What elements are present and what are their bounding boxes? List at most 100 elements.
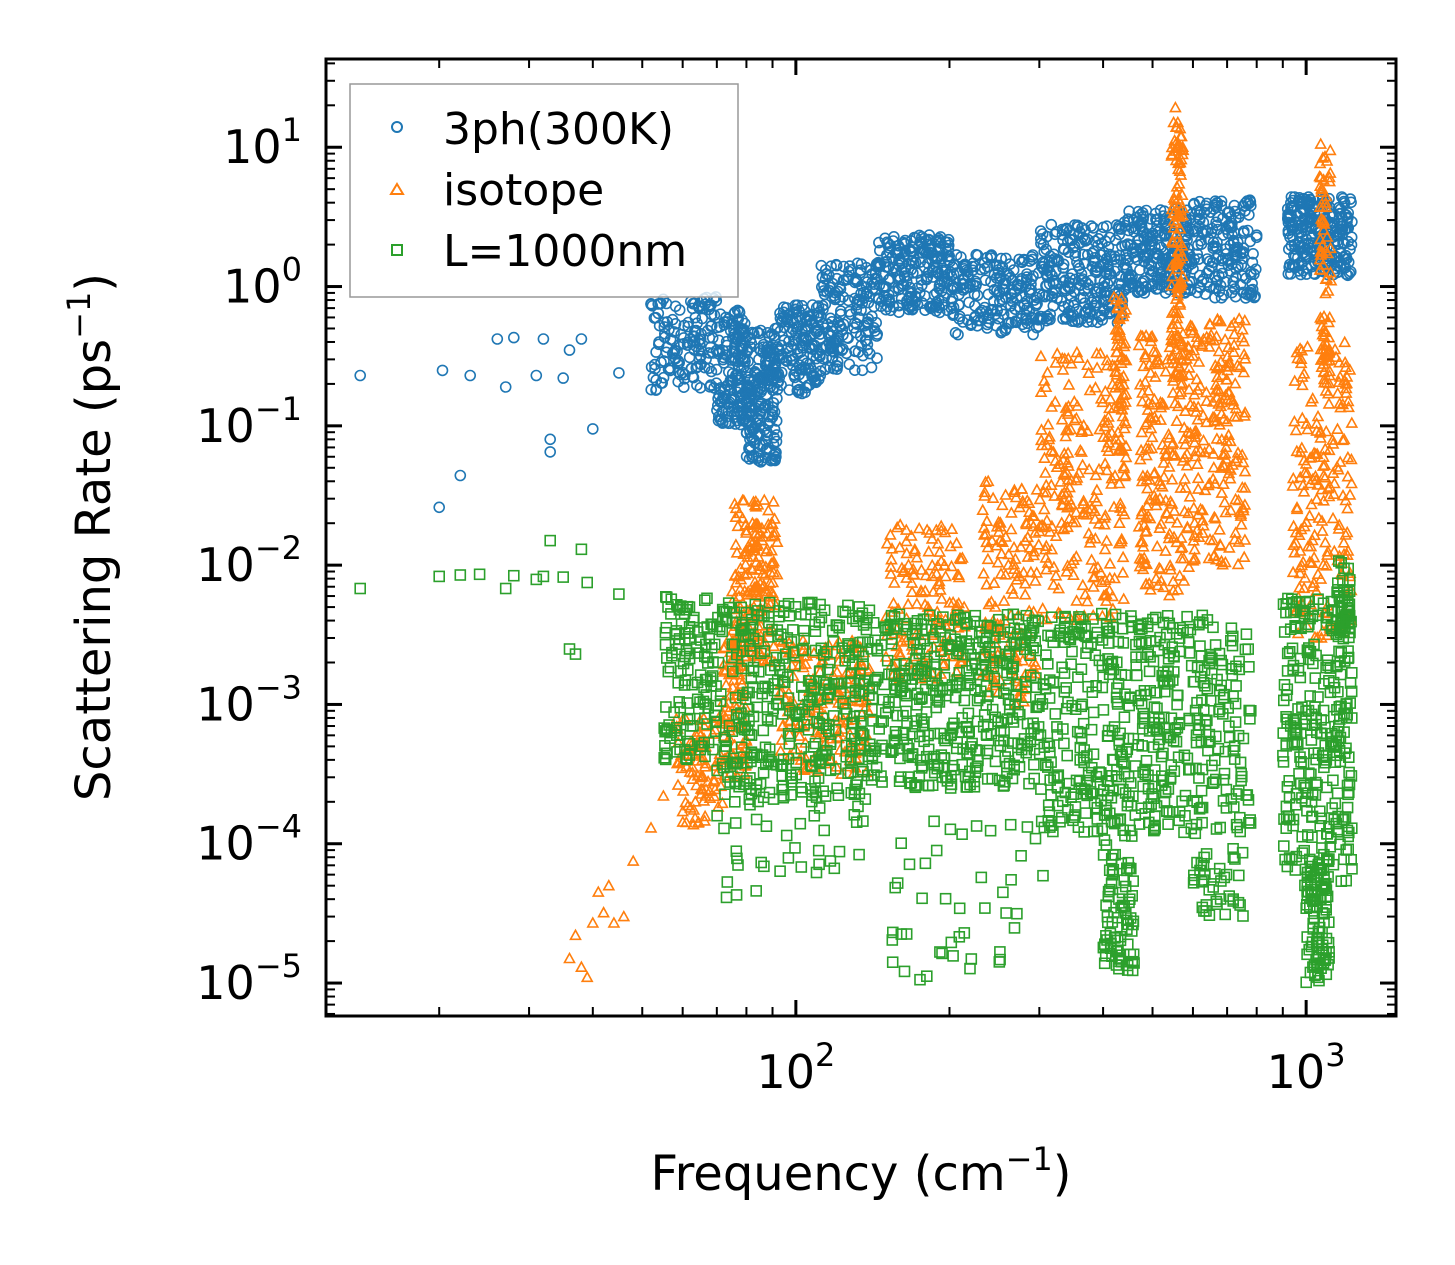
data-point: [1159, 287, 1172, 299]
data-point: [1318, 535, 1332, 548]
data-point: [880, 249, 893, 261]
data-point: [926, 779, 939, 792]
data-point: [825, 330, 838, 342]
data-point: [837, 329, 849, 341]
data-point: [799, 386, 811, 399]
data-point: [1085, 274, 1097, 287]
data-point: [1232, 211, 1245, 224]
data-point: [901, 597, 915, 610]
data-point: [1120, 282, 1132, 295]
data-point: [1235, 518, 1248, 530]
data-point: [1338, 335, 1352, 348]
data-point: [716, 796, 729, 809]
data-point: [679, 815, 693, 828]
data-point: [732, 359, 745, 372]
data-point: [1236, 252, 1248, 265]
data-point: [749, 500, 763, 512]
data-point: [985, 275, 997, 288]
data-point: [698, 809, 712, 822]
data-point: [691, 816, 705, 828]
data-point: [1230, 245, 1242, 258]
data-point: [772, 375, 784, 388]
data-point: [766, 517, 779, 530]
data-point: [950, 742, 963, 755]
data-point: [1094, 249, 1107, 261]
data-point: [912, 521, 926, 534]
data-point: [982, 597, 996, 610]
data-point: [887, 576, 901, 588]
data-point: [741, 588, 755, 600]
data-point: [977, 528, 991, 540]
data-point: [705, 365, 718, 378]
data-point: [818, 322, 831, 334]
data-point: [897, 236, 910, 249]
data-point: [1331, 422, 1344, 434]
data-point: [1103, 231, 1116, 244]
data-point: [1028, 574, 1042, 586]
data-point: [979, 527, 993, 539]
data-point: [770, 451, 782, 463]
data-point: [1234, 278, 1247, 291]
data-point: [613, 588, 625, 600]
data-point: [678, 372, 691, 385]
data-point: [1189, 225, 1202, 237]
data-point: [908, 649, 921, 662]
data-point: [926, 585, 940, 597]
data-point: [731, 519, 745, 532]
data-point: [749, 494, 763, 507]
data-point: [1345, 265, 1357, 278]
data-point: [748, 648, 761, 660]
data-point: [1282, 209, 1294, 222]
data-point: [856, 364, 869, 377]
data-point: [785, 354, 798, 367]
data-point: [823, 284, 836, 297]
data-point: [1026, 253, 1039, 266]
data-point: [861, 288, 874, 300]
data-point: [1128, 251, 1141, 264]
data-point: [1027, 548, 1041, 561]
data-point: [1000, 252, 1012, 265]
data-point: [1085, 553, 1098, 565]
data-point: [981, 474, 995, 487]
data-point: [1052, 253, 1064, 266]
data-point: [1191, 471, 1205, 484]
data-point: [1239, 197, 1252, 209]
data-point: [1208, 282, 1220, 295]
data-point: [1244, 286, 1256, 299]
data-point: [925, 558, 939, 571]
data-point: [859, 700, 873, 712]
data-point: [1227, 280, 1240, 293]
data-point: [1135, 394, 1149, 407]
data-point: [1017, 254, 1030, 266]
data-point: [722, 366, 735, 378]
data-point: [1230, 263, 1242, 275]
data-point: [718, 357, 730, 369]
data-point: [918, 598, 932, 610]
data-point: [1194, 281, 1207, 294]
data-point: [960, 259, 972, 272]
data-point: [473, 568, 486, 581]
data-point: [732, 589, 746, 602]
data-point: [1213, 523, 1226, 535]
data-point: [1113, 249, 1126, 262]
data-point: [557, 571, 570, 583]
data-point: [1222, 206, 1234, 218]
data-point: [855, 258, 868, 271]
data-point: [1197, 227, 1210, 240]
data-point: [1089, 468, 1103, 481]
data-point: [882, 237, 895, 250]
data-point: [1228, 243, 1241, 255]
data-point: [1226, 286, 1238, 299]
data-point: [1143, 239, 1156, 252]
data-point: [890, 520, 904, 533]
data-point: [713, 345, 726, 358]
data-point: [708, 309, 721, 321]
data-point: [699, 298, 712, 311]
data-point: [1008, 552, 1022, 564]
data-point: [760, 820, 773, 833]
data-point: [862, 296, 875, 309]
data-point: [657, 371, 670, 384]
data-point: [499, 381, 512, 393]
data-point: [915, 563, 928, 575]
series-layer: [354, 100, 1359, 989]
